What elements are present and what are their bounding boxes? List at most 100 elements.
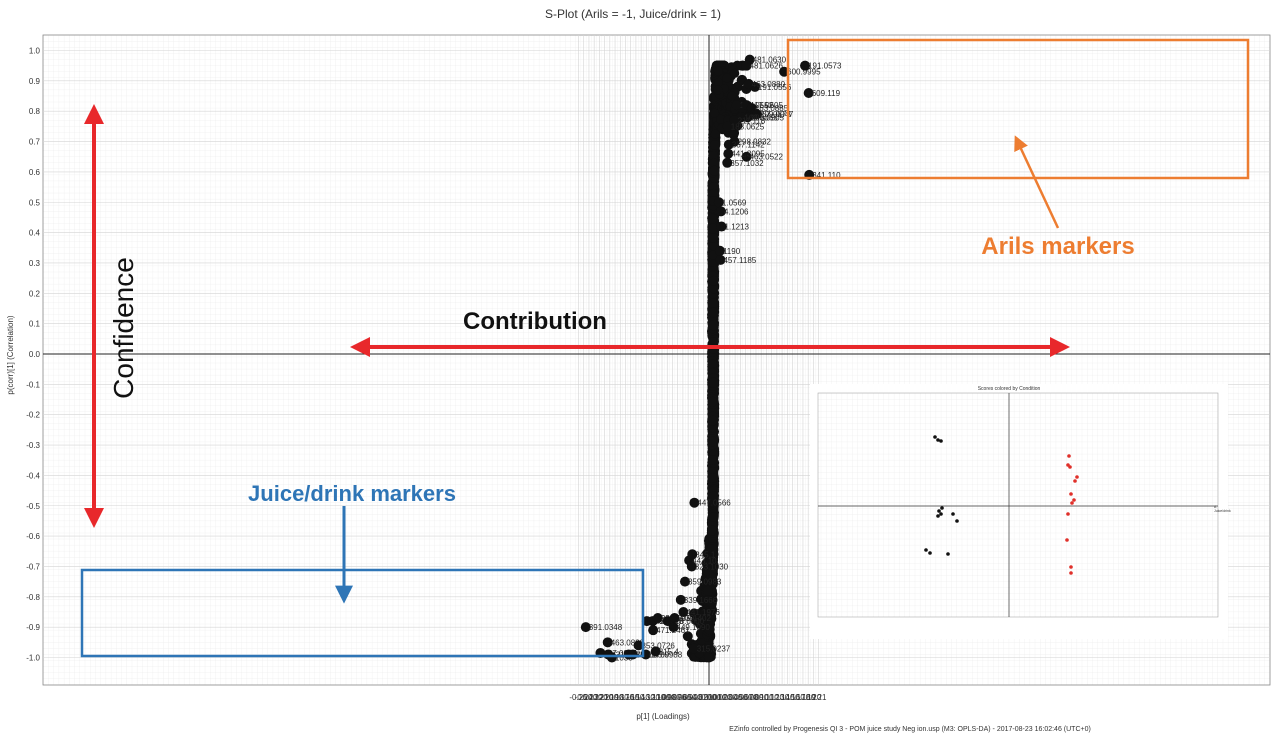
inset-point	[1065, 538, 1069, 542]
cloud-point	[707, 359, 718, 370]
footer-text: EZinfo controlled by Progenesis QI 3 - P…	[729, 726, 1091, 733]
point-label: 443.10	[692, 556, 717, 565]
cloud-point	[708, 232, 719, 243]
juice-markers-box	[80, 568, 645, 658]
x-tick-label: -0.03	[684, 693, 703, 702]
x-tick-label: -0.13	[632, 693, 651, 702]
labeled-point	[648, 625, 659, 636]
x-tick-label: 0.15	[780, 693, 796, 702]
labeled-point	[723, 148, 734, 159]
inset-title: Scores colored by Condition	[978, 386, 1041, 392]
cloud-point	[701, 565, 712, 576]
cloud-point	[708, 320, 719, 331]
labeled-point	[800, 60, 811, 71]
y-tick-label: -0.6	[26, 532, 40, 541]
cloud-point	[709, 165, 720, 176]
cloud-point	[710, 129, 720, 139]
labeled-point	[650, 646, 661, 657]
inset-points	[924, 435, 1079, 575]
inset-point	[940, 506, 944, 510]
point-label: 169.0065	[744, 113, 778, 122]
inset-point	[1067, 454, 1071, 458]
inset-point	[1073, 479, 1077, 483]
y-tick-label: -0.2	[26, 411, 40, 420]
point-label: 4.1206	[724, 207, 749, 216]
inset-scores-plot: Scores colored by Condition A Juice/drin…	[810, 384, 1231, 639]
point-label: 457.1185	[723, 256, 756, 265]
y-tick-label: -0.4	[26, 471, 40, 480]
x-tick-label: -0.25	[569, 693, 588, 702]
inset-point	[946, 552, 950, 556]
cloud-point	[706, 544, 717, 555]
x-tick-label: -0.18	[606, 693, 625, 702]
point-label: 353.0726	[642, 641, 676, 650]
x-tick-labels: -0.25-0.24-0.23-0.22-0.21-0.20-0.19-0.18…	[569, 693, 827, 702]
cloud-point	[707, 223, 718, 234]
x-tick-label: -0.21	[590, 693, 609, 702]
y-tick-label: 0.0	[29, 350, 41, 359]
point-label: 339.1666	[684, 596, 718, 605]
cloud-point	[709, 181, 720, 192]
x-tick-label: 0.12	[764, 693, 780, 702]
cloud-point	[708, 377, 719, 388]
point-label: 609.119	[812, 89, 841, 98]
x-tick-label: -0.06	[669, 693, 688, 702]
labeled-point	[713, 197, 724, 208]
contribution-label: Contribution	[463, 308, 607, 335]
point-label: 463.0522	[750, 153, 784, 162]
point-label: 1038	[615, 654, 633, 663]
x-tick-label: -0.17	[611, 693, 630, 702]
cloud-point	[705, 596, 716, 607]
labeled-point	[803, 87, 814, 98]
x-tick-label: -0.20	[595, 693, 614, 702]
y-tick-label: -0.7	[26, 562, 40, 571]
x-tick-label: 0.13	[769, 693, 785, 702]
point-label: 447.0566	[697, 499, 731, 508]
x-axis-label: p[1] (Loadings)	[636, 712, 690, 721]
cloud-point	[708, 275, 719, 286]
inset-point	[936, 438, 940, 442]
x-tick-label: 0.05	[727, 693, 743, 702]
y-tick-label: 0.5	[29, 198, 41, 207]
labeled-point	[669, 613, 680, 624]
labeled-point	[715, 254, 726, 265]
x-tick-label: -0.05	[674, 693, 693, 702]
x-tick-label: 0.19	[800, 693, 816, 702]
inset-point	[939, 512, 943, 516]
cloud-point	[708, 455, 719, 466]
inset-point	[939, 439, 943, 443]
x-tick-label: -0.22	[585, 693, 604, 702]
point-label: 1.1213	[725, 223, 750, 232]
labeled-point	[716, 206, 727, 217]
x-tick-label: -0.09	[653, 693, 672, 702]
y-tick-label: 0.2	[29, 289, 41, 298]
point-label: 328.0000	[671, 617, 705, 626]
cloud-point	[707, 472, 718, 483]
inset-legend-a: A	[1214, 505, 1217, 509]
cloud-point	[703, 652, 713, 662]
x-tick-label: 0.00	[701, 693, 717, 702]
point-label: 211.118	[738, 116, 766, 125]
arils-pointer-arrow	[1014, 135, 1060, 229]
confidence-label: Confidence	[108, 257, 139, 399]
point-label: 463.0882	[611, 638, 645, 647]
y-tick-label: -0.5	[26, 502, 40, 511]
y-tick-label: -0.3	[26, 441, 40, 450]
point-label: 298.9832	[738, 138, 772, 147]
labeled-point	[668, 622, 679, 633]
y-tick-label: -0.8	[26, 593, 40, 602]
point-label: 315.0237	[697, 644, 731, 653]
x-tick-label: 0.16	[785, 693, 801, 702]
labeled-point	[652, 613, 663, 624]
x-tick-label: 0.06	[733, 693, 749, 702]
point-label: 441.3095	[731, 150, 765, 159]
cloud-point	[713, 85, 723, 95]
x-tick-label: 0.21	[811, 693, 827, 702]
y-tick-label: -0.9	[26, 623, 40, 632]
arils-markers-label: Arils markers	[981, 233, 1134, 260]
labeled-point	[722, 157, 733, 168]
y-tick-label: 0.8	[29, 107, 41, 116]
cloud-point	[708, 158, 719, 169]
point-label: 600.9995	[787, 68, 821, 77]
